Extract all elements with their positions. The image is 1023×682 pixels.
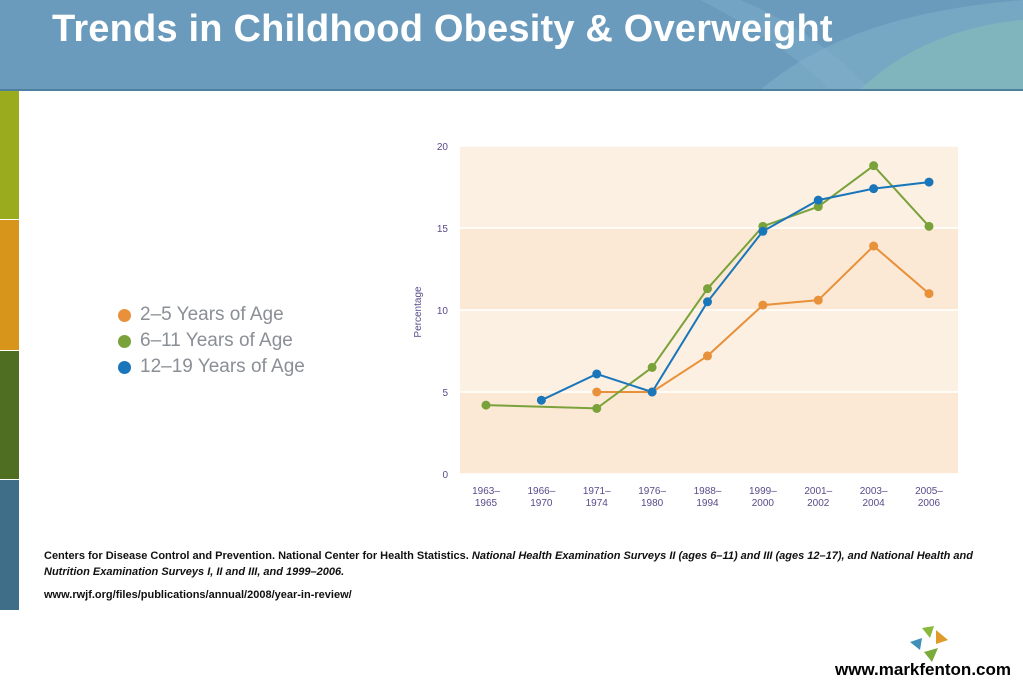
legend-item: 12–19 Years of Age: [118, 354, 305, 380]
side-bar-segment: [0, 91, 19, 219]
data-point: [703, 351, 712, 361]
header-decoration: [700, 0, 1023, 90]
y-tick-label: 5: [442, 388, 448, 399]
data-point: [813, 295, 823, 305]
x-axis-ticks: 1963– 1965 1966– 1970 1971– 1974 1976– 1980 1988…: [472, 486, 943, 509]
data-point: [592, 387, 602, 397]
citation-plain: Centers for Disease Control and Preventi…: [44, 550, 469, 562]
series-line: [485, 164, 930, 410]
legend-marker: [118, 360, 131, 374]
data-point: [592, 369, 602, 379]
legend-marker: [118, 334, 131, 348]
side-bar-segment: [0, 351, 19, 479]
y-tick-label: 0: [442, 470, 448, 481]
data-point: [536, 395, 546, 405]
source-citation: Centers for Disease Control and Preventi…: [44, 548, 984, 580]
data-point: [924, 177, 934, 187]
x-tick-label: 1976– 1980: [638, 486, 666, 509]
x-tick-label: 1988– 1994: [694, 486, 722, 509]
series-line: [540, 181, 930, 402]
y-tick-label: 20: [437, 142, 449, 153]
x-tick-label: 1966– 1970: [527, 486, 555, 509]
data-point: [924, 221, 934, 231]
y-axis-label: Percentage: [413, 286, 424, 338]
page-title: Trends in Childhood Obesity & Overweight: [52, 8, 833, 50]
data-point: [703, 297, 712, 307]
chart-legend: 2–5 Years of Age 6–11 Years of Age 12–19…: [118, 302, 305, 380]
grid-lines: [460, 145, 958, 475]
series-points: [481, 161, 934, 413]
footer-url: www.markfenton.com: [834, 660, 1011, 679]
plot-band: [460, 392, 958, 474]
x-tick-label: 2005– 2006: [915, 486, 943, 509]
legend-item: 6–11 Years of Age: [118, 328, 305, 354]
x-tick-label: 1999– 2000: [749, 486, 777, 509]
legend-label: 12–19 Years of Age: [140, 356, 305, 377]
data-point: [647, 362, 657, 372]
header-banner: Trends in Childhood Obesity & Overweight: [0, 0, 1023, 90]
side-bar-segment: [0, 220, 19, 350]
plot-band: [460, 228, 958, 310]
data-point: [703, 284, 712, 294]
y-tick-label: 15: [437, 224, 449, 235]
markfenton-logo-icon: [910, 626, 948, 662]
data-point: [758, 300, 768, 310]
data-point: [869, 161, 879, 171]
plot-band: [460, 310, 958, 392]
header-divider: [0, 89, 1023, 91]
citation-italic: National Health Examination Surveys II (…: [44, 550, 973, 578]
legend-item: 2–5 Years of Age: [118, 302, 305, 328]
data-point: [869, 241, 879, 251]
data-point: [592, 403, 602, 413]
x-tick-label: 2003– 2004: [860, 486, 888, 509]
citation-url: www.rwjf.org/files/publications/annual/2…: [44, 589, 352, 601]
side-bar-segment: [0, 480, 19, 610]
data-point: [924, 289, 934, 299]
x-tick-label: 1963– 1965: [472, 486, 500, 509]
data-point: [813, 202, 823, 212]
legend-label: 2–5 Years of Age: [140, 304, 284, 325]
data-point: [869, 184, 879, 194]
x-tick-label: 2001– 2002: [804, 486, 832, 509]
data-point: [758, 226, 768, 236]
data-point: [481, 400, 491, 410]
y-tick-label: 10: [437, 306, 449, 317]
x-tick-label: 1971– 1974: [583, 486, 611, 509]
side-color-bar: [0, 91, 19, 610]
y-axis-ticks: 0 5 10 15 20: [437, 142, 449, 481]
data-point: [813, 195, 823, 205]
legend-label: 6–11 Years of Age: [140, 330, 293, 351]
legend-marker: [118, 308, 131, 322]
plot-background: [460, 146, 958, 474]
data-point: [647, 387, 657, 397]
